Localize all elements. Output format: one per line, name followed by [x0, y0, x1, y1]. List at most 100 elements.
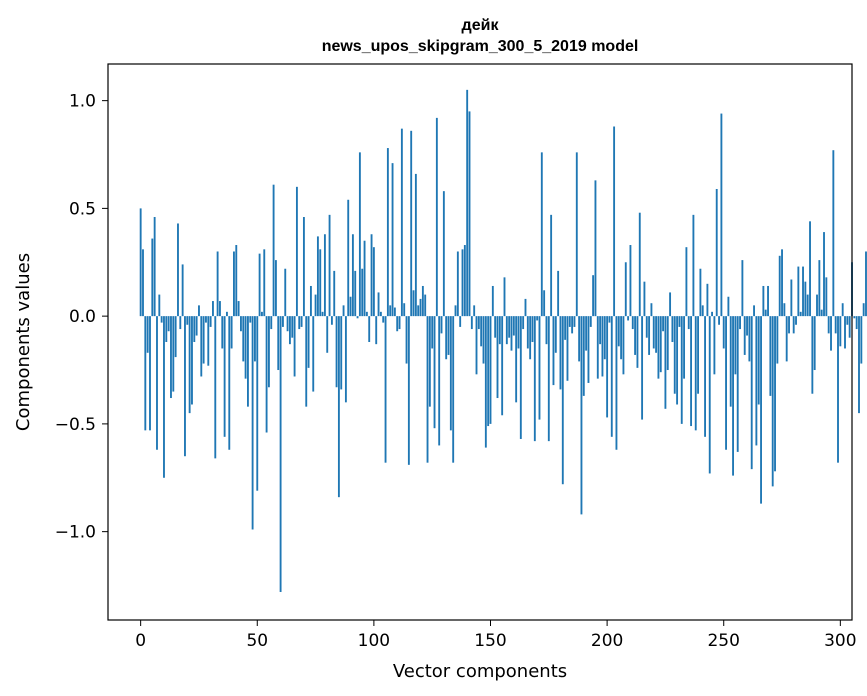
bar — [685, 247, 688, 317]
bar — [321, 311, 324, 317]
bar — [561, 316, 564, 485]
x-tick-label: 200 — [591, 631, 623, 651]
bar — [407, 316, 410, 465]
y-tick-label: 1.0 — [69, 92, 96, 112]
bar — [363, 240, 366, 317]
bar — [337, 316, 340, 498]
x-tick-label: 0 — [135, 631, 146, 651]
bar — [557, 270, 560, 317]
bar — [636, 316, 639, 368]
bar — [699, 268, 702, 317]
y-tick-label: −0.5 — [55, 415, 96, 435]
bar — [309, 285, 312, 317]
bar — [832, 150, 835, 317]
bar — [300, 316, 303, 327]
bar — [480, 316, 483, 347]
bar — [323, 234, 326, 317]
bar — [694, 316, 697, 431]
bar — [774, 316, 776, 472]
bar — [830, 316, 832, 351]
bar — [151, 238, 154, 317]
bar — [666, 316, 669, 371]
bar — [496, 316, 499, 399]
x-tick-label: 150 — [474, 631, 506, 651]
bar — [606, 316, 609, 418]
bar — [760, 316, 762, 504]
bar — [484, 316, 487, 448]
bar — [403, 303, 406, 317]
bar — [286, 316, 289, 332]
bar — [370, 234, 373, 317]
bar — [680, 316, 683, 424]
bar — [163, 316, 165, 478]
bar — [461, 249, 464, 317]
bar — [566, 316, 569, 381]
bar — [799, 311, 802, 317]
bar — [228, 316, 231, 450]
bar — [559, 316, 562, 390]
bar — [284, 268, 287, 317]
bar — [470, 316, 473, 330]
bar — [256, 316, 259, 491]
bar — [624, 262, 627, 317]
bar — [860, 316, 863, 364]
bar — [610, 316, 613, 437]
bar — [139, 208, 142, 317]
bar — [690, 316, 693, 427]
bar — [617, 316, 620, 347]
bar — [198, 305, 200, 317]
bar — [664, 316, 667, 409]
bar — [361, 268, 364, 317]
bar — [827, 316, 830, 334]
bar — [193, 316, 196, 342]
bar — [638, 212, 641, 317]
bar — [302, 217, 305, 317]
bar — [179, 316, 182, 330]
bar — [412, 290, 415, 317]
bar — [219, 301, 221, 317]
bar — [379, 311, 382, 317]
bar — [316, 236, 319, 317]
bar — [540, 152, 543, 317]
bar — [526, 316, 529, 349]
bar — [312, 316, 315, 392]
plot-frame — [107, 63, 853, 621]
bar — [785, 316, 788, 362]
bar — [160, 316, 163, 323]
bar — [489, 316, 492, 424]
bar — [293, 316, 296, 377]
chart-title: дейк — [462, 17, 500, 34]
bar — [365, 311, 368, 317]
bar — [855, 316, 858, 330]
bar — [813, 316, 816, 371]
bar — [599, 316, 602, 345]
bar — [249, 316, 252, 323]
bar — [274, 260, 277, 317]
bar — [184, 316, 186, 457]
bar — [454, 305, 457, 317]
bar — [608, 316, 611, 323]
bar — [820, 309, 823, 317]
bar — [368, 316, 371, 342]
bar — [200, 316, 203, 377]
bar — [431, 316, 434, 349]
bar — [575, 152, 578, 317]
bar — [468, 111, 471, 317]
bar — [277, 316, 280, 371]
bar — [240, 316, 242, 332]
bar — [426, 316, 429, 463]
bar — [181, 264, 184, 317]
bar — [762, 285, 765, 317]
bar — [659, 316, 662, 373]
bar — [538, 316, 541, 420]
bar — [482, 316, 485, 364]
bar — [177, 223, 179, 317]
bar — [846, 316, 849, 325]
bar — [205, 316, 207, 323]
bar — [792, 316, 795, 334]
bar — [421, 285, 424, 317]
bar — [487, 316, 490, 427]
bar — [715, 188, 718, 317]
bar — [533, 316, 536, 442]
